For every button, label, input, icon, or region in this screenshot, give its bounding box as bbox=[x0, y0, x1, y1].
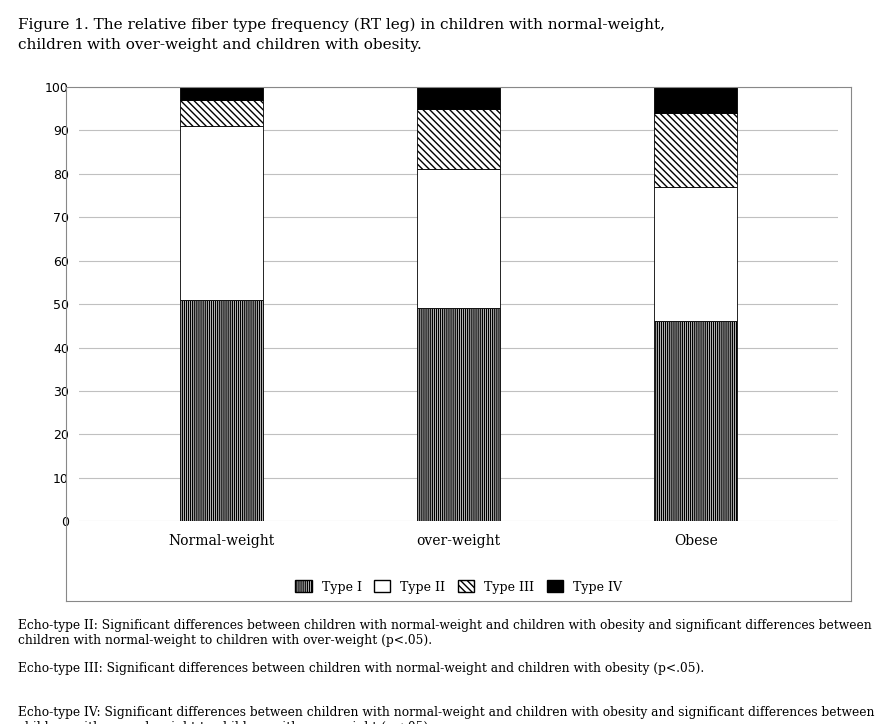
Bar bbox=[180, 100, 263, 126]
Bar bbox=[180, 87, 263, 100]
Text: Echo-type II: Significant differences between children with normal-weight and ch: Echo-type II: Significant differences be… bbox=[18, 619, 871, 647]
Bar bbox=[417, 169, 500, 308]
Bar bbox=[654, 321, 737, 521]
Text: Figure 1. The relative fiber type frequency (RT leg) in children with normal-wei: Figure 1. The relative fiber type freque… bbox=[18, 18, 665, 33]
Bar bbox=[654, 87, 737, 113]
Bar bbox=[417, 87, 500, 109]
Legend: Type I, Type II, Type III, Type IV: Type I, Type II, Type III, Type IV bbox=[290, 576, 627, 599]
Bar bbox=[654, 113, 737, 187]
Bar bbox=[180, 300, 263, 521]
Bar bbox=[180, 126, 263, 300]
Bar bbox=[654, 187, 737, 321]
Bar bbox=[417, 308, 500, 521]
Text: Echo-type IV: Significant differences between children with normal-weight and ch: Echo-type IV: Significant differences be… bbox=[18, 706, 874, 724]
Bar bbox=[417, 109, 500, 169]
Text: Echo-type III: Significant differences between children with normal-weight and c: Echo-type III: Significant differences b… bbox=[18, 662, 704, 675]
Text: children with over-weight and children with obesity.: children with over-weight and children w… bbox=[18, 38, 422, 51]
